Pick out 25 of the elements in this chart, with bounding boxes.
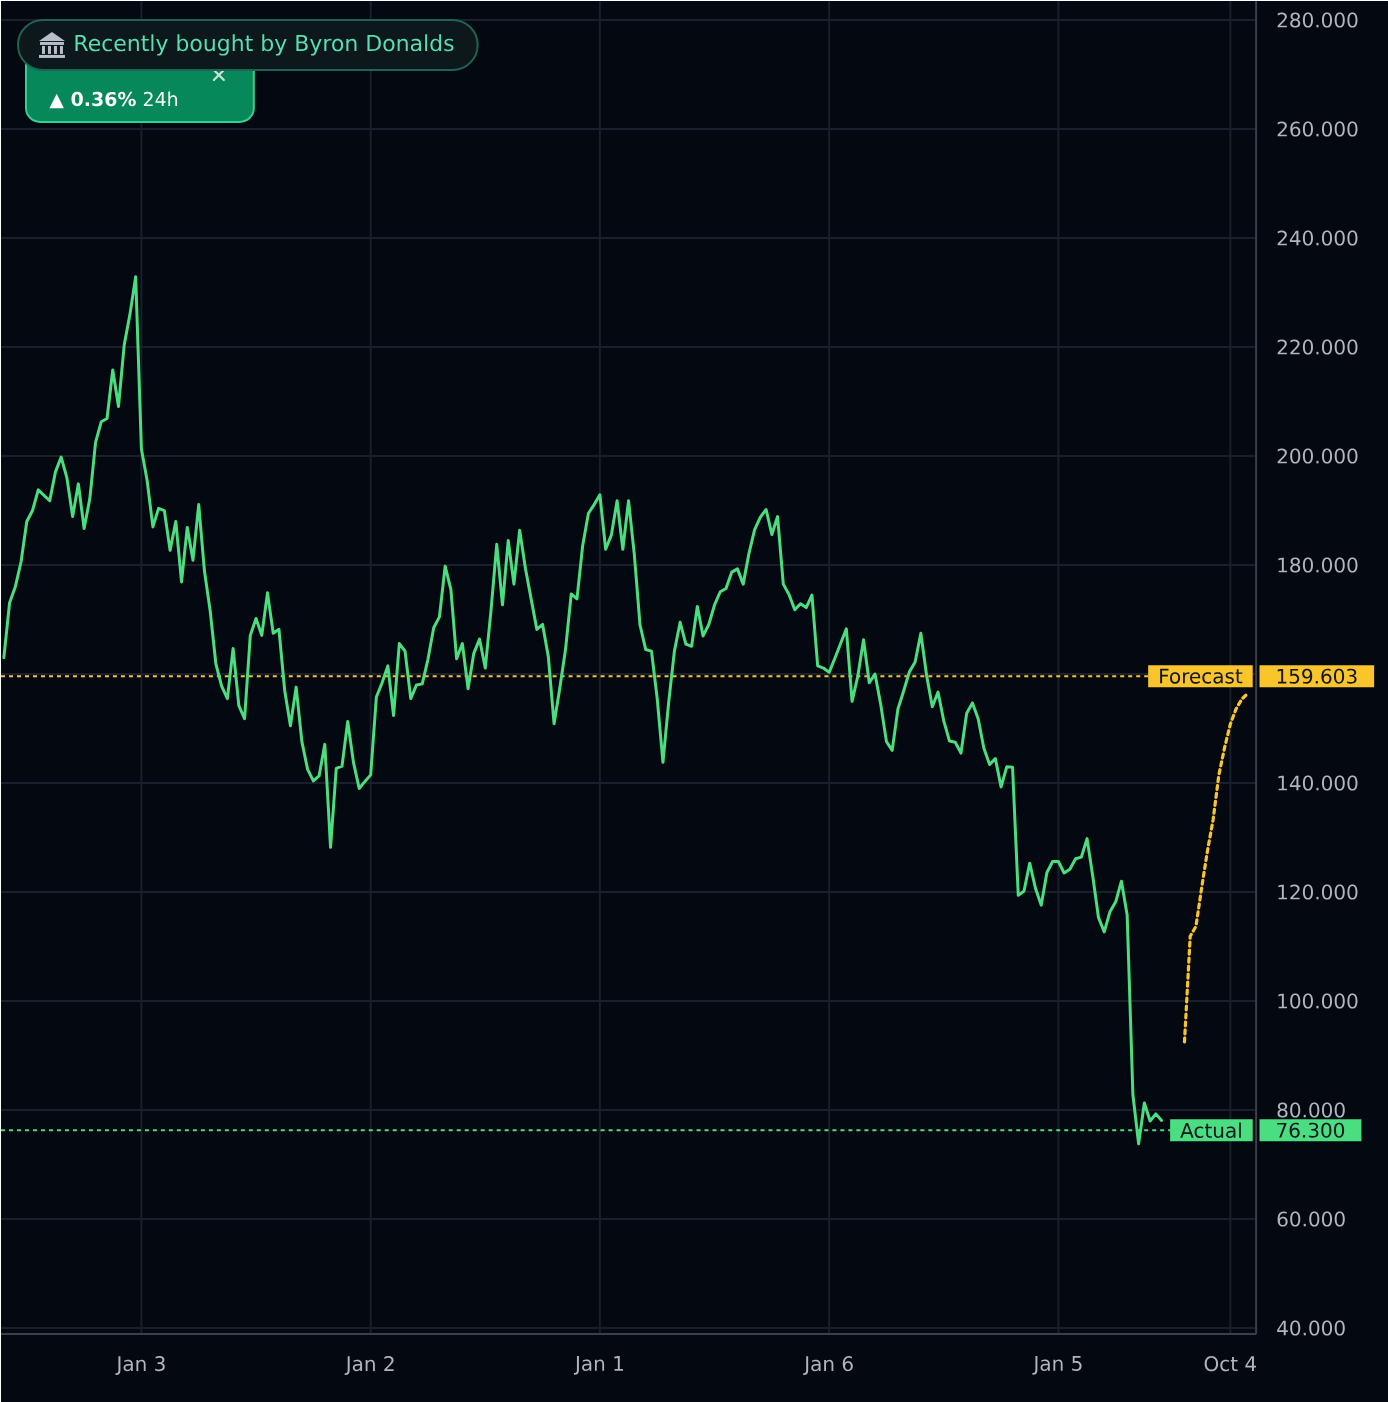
ref-line-label: Forecast (1160, 668, 1243, 684)
y-tick-label: 200.000 (1277, 448, 1358, 464)
x-tick-label: Jan 1 (573, 1356, 623, 1375)
y-tick-label: 40.000 (1277, 1320, 1345, 1336)
x-tick-label: Jan 6 (803, 1356, 853, 1375)
y-tick-label: 80.000 (1277, 1102, 1345, 1118)
x-tick-label: Jan 3 (115, 1356, 165, 1375)
x-tick-label: Jan 5 (1032, 1356, 1082, 1375)
annotation: ▲ 0.36% 24h (49, 91, 178, 109)
y-tick-label: 100.000 (1278, 993, 1358, 1009)
text: 159.603 (1277, 668, 1357, 684)
annotation: Recently bought by Byron Donalds (75, 34, 454, 56)
x-tick-label: Jan 2 (344, 1356, 394, 1375)
y-tick-label: 260.000 (1277, 121, 1358, 137)
text: 76.300 (1277, 1122, 1345, 1138)
line-series (1182, 692, 1250, 1044)
x-tick-label: Oct 4 (1204, 1356, 1256, 1372)
y-tick-label: 240.000 (1277, 230, 1358, 246)
y-tick-label: 60.000 (1277, 1211, 1345, 1227)
y-tick-label: 280.000 (1277, 12, 1358, 28)
y-tick-label: 180.000 (1278, 557, 1358, 573)
y-tick-label: 140.000 (1278, 775, 1358, 791)
ref-line-label: Actual (1180, 1122, 1241, 1138)
y-tick-label: 120.000 (1278, 884, 1358, 900)
y-tick-label: 220.000 (1277, 339, 1358, 355)
